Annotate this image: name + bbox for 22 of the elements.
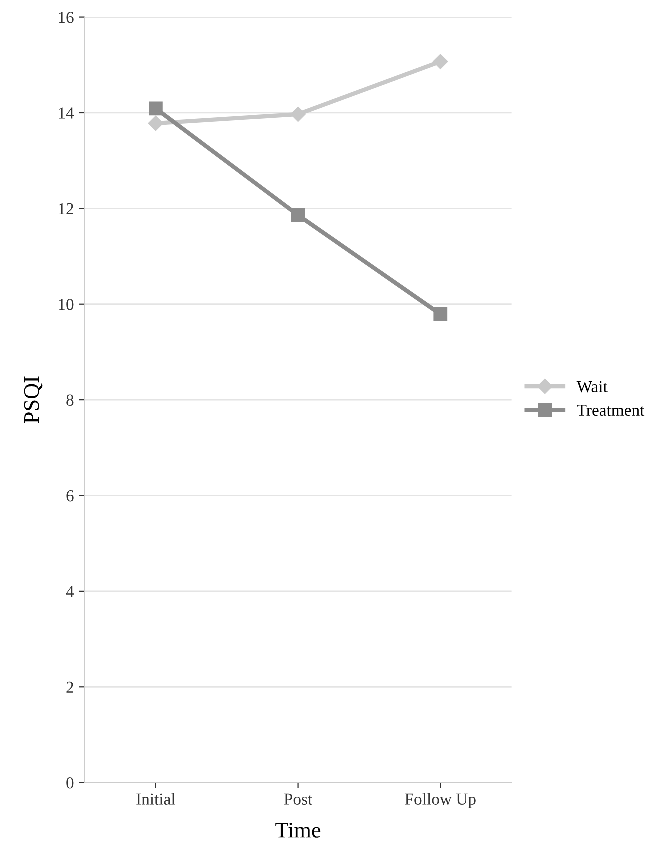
y-tick-label: 6 [66, 490, 74, 502]
legend-label: Treatment [577, 404, 645, 416]
y-tick-label: 12 [59, 203, 74, 214]
y-tick-label: 8 [66, 394, 74, 406]
y-tick-label: 0 [66, 778, 74, 789]
x-tick-label: Post [284, 794, 313, 805]
y-tick-label: 4 [66, 586, 74, 598]
y-tick-label: 2 [66, 682, 74, 693]
y-tick-label: 16 [59, 12, 74, 24]
y-tick-label: 14 [59, 108, 74, 119]
x-tick-label: Follow Up [405, 793, 476, 808]
x-axis-title: Time [276, 822, 321, 838]
y-axis-title: PSQI [24, 376, 43, 424]
point [290, 106, 306, 122]
y-tick-label: 10 [59, 299, 74, 310]
point [434, 307, 448, 322]
point [433, 54, 448, 70]
x-tick-label: Initial [136, 793, 176, 805]
point [148, 116, 164, 132]
point [291, 208, 306, 222]
legend-label: Wait [576, 381, 608, 393]
point [148, 102, 163, 116]
